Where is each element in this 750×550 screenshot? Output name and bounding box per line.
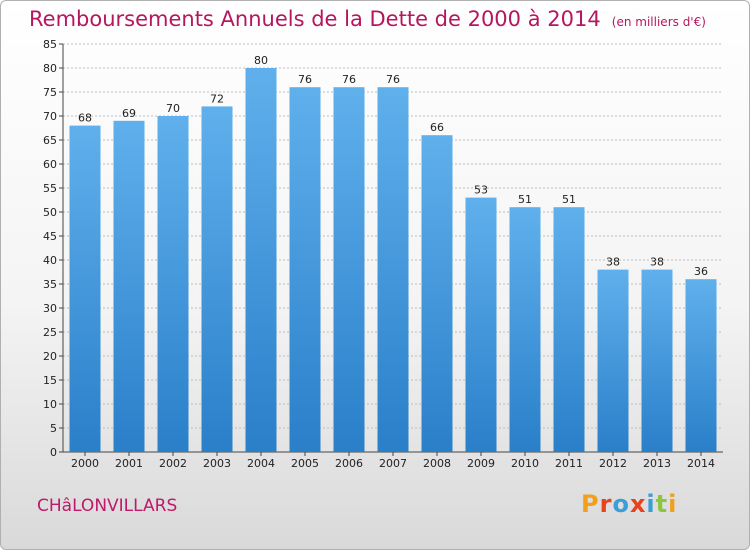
bar (157, 116, 189, 452)
x-tick-label: 2001 (115, 457, 143, 470)
y-tick-label: 60 (43, 158, 57, 171)
y-tick-label: 30 (43, 302, 57, 315)
y-tick-label: 20 (43, 350, 57, 363)
bar-value-label: 76 (342, 73, 356, 86)
y-tick-label: 55 (43, 182, 57, 195)
x-tick-label: 2005 (291, 457, 319, 470)
y-tick-label: 40 (43, 254, 57, 267)
x-tick-label: 2014 (687, 457, 715, 470)
y-tick-label: 45 (43, 230, 57, 243)
bar-value-label: 70 (166, 102, 180, 115)
x-tick-label: 2000 (71, 457, 99, 470)
bar (69, 125, 101, 452)
title-unit: (en milliers d'€) (611, 15, 706, 29)
x-tick-label: 2013 (643, 457, 671, 470)
bar-value-label: 51 (562, 193, 576, 206)
logo-letter: r (599, 490, 613, 518)
x-tick-label: 2006 (335, 457, 363, 470)
y-tick-label: 25 (43, 326, 57, 339)
bar (201, 106, 233, 453)
bar (245, 68, 277, 452)
x-tick-label: 2004 (247, 457, 275, 470)
y-tick-label: 50 (43, 206, 57, 219)
y-tick-label: 80 (43, 62, 57, 75)
y-tick-label: 0 (50, 446, 57, 459)
logo-letter: o (612, 490, 630, 518)
bar-value-label: 66 (430, 121, 444, 134)
y-tick-label: 65 (43, 134, 57, 147)
bar (333, 87, 365, 452)
bar-value-label: 72 (210, 92, 224, 105)
y-tick-label: 75 (43, 86, 57, 99)
bar-value-label: 68 (78, 112, 92, 125)
y-tick-label: 10 (43, 398, 57, 411)
bar (597, 269, 629, 452)
y-tick-label: 35 (43, 278, 57, 291)
bar-value-label: 36 (694, 265, 708, 278)
bar-value-label: 53 (474, 184, 488, 197)
x-tick-labels: 2000 2001 2002 2003 2004 2005 2006 2007 2008 2009… (71, 457, 715, 470)
y-tick-label: 85 (43, 38, 57, 51)
x-tick-label: 2002 (159, 457, 187, 470)
x-tick-label: 2010 (511, 457, 539, 470)
bar (509, 207, 541, 452)
bar (553, 207, 585, 452)
bar (641, 269, 673, 452)
bar (113, 120, 145, 453)
bar-value-label: 69 (122, 107, 136, 120)
x-tick-label: 2007 (379, 457, 407, 470)
bar-value-label: 76 (298, 73, 312, 86)
logo-letter: t (655, 490, 669, 518)
bar-value-label: 38 (650, 256, 664, 269)
y-tick-label: 70 (43, 110, 57, 123)
logo-letter: x (629, 490, 647, 518)
bar-value-labels: 68 69 70 72 80 76 76 76 66 53 51 51 38 38 36 (78, 54, 708, 278)
bar (377, 87, 409, 452)
x-tick-label: 2011 (555, 457, 583, 470)
bar (465, 197, 497, 452)
logo-letter: i (668, 490, 678, 518)
title-main: Remboursements Annuels de la Dette de 20… (29, 7, 601, 31)
bar-value-label: 38 (606, 256, 620, 269)
x-tick-label: 2012 (599, 457, 627, 470)
bar-value-label: 80 (254, 54, 268, 67)
logo-letter: P (581, 490, 600, 518)
y-tick-labels: 0 5 10 15 20 25 30 35 40 45 50 55 60 65 70 75 80 85 (43, 38, 57, 459)
bar (685, 279, 717, 452)
bar-value-label: 51 (518, 193, 532, 206)
x-tick-label: 2003 (203, 457, 231, 470)
y-tick-label: 5 (50, 422, 57, 435)
x-tick-label: 2008 (423, 457, 451, 470)
bars (69, 68, 717, 453)
logo-letter: i (646, 490, 656, 518)
bar-value-label: 76 (386, 73, 400, 86)
bar (289, 87, 321, 452)
bar (421, 135, 453, 452)
chart-title: Remboursements Annuels de la Dette de 20… (29, 7, 706, 31)
y-tick-label: 15 (43, 374, 57, 387)
proxiti-logo: Proxiti (581, 490, 677, 518)
x-tick-label: 2009 (467, 457, 495, 470)
commune-name: CHâLONVILLARS (37, 496, 178, 516)
